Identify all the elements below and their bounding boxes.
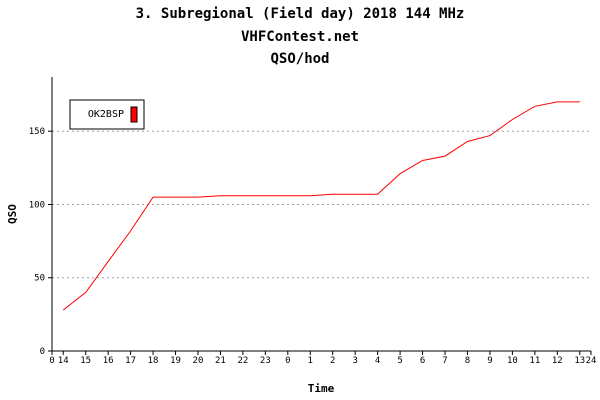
series-layer xyxy=(62,101,580,311)
x-tick-label: 5 xyxy=(397,356,402,366)
x-tick-label: 15 xyxy=(80,356,91,366)
x-axis-title: Time xyxy=(308,382,335,395)
x-tick-label: 21 xyxy=(215,356,226,366)
chart-unit-label: QSO/hod xyxy=(270,51,330,67)
x-tick-label: 7 xyxy=(442,356,447,366)
x-tick-label: 18 xyxy=(148,356,159,366)
y-axis-title: QSO xyxy=(6,204,19,224)
x-tick-label: 19 xyxy=(170,356,181,366)
x-tick-label: 6 xyxy=(420,356,425,366)
y-tick-label: 0 xyxy=(40,347,45,357)
x-tick-label: 23 xyxy=(260,356,271,366)
y-tick-label: 50 xyxy=(34,274,45,284)
x-tick-label: 16 xyxy=(103,356,114,366)
x-tick-label: 8 xyxy=(465,356,470,366)
x-tick-label: 9 xyxy=(487,356,492,366)
grid-lines xyxy=(52,130,591,279)
y-tick-label: 150 xyxy=(29,127,45,137)
x-tick-label: 1 xyxy=(308,356,313,366)
x-tick-labels: 0 14 15 16 17 18 19 20 21 22 23 0 1 2 3 4 5 6 7 8 9 10 11 12 13 2… xyxy=(49,351,596,366)
legend-color-swatch xyxy=(130,106,138,123)
x-tick-label: 10 xyxy=(507,356,518,366)
x-tick-label: 3 xyxy=(352,356,357,366)
x-tick-label: 12 xyxy=(552,356,563,366)
x-tick-label: 11 xyxy=(529,356,540,366)
y-tick-labels: 0 50 100 150 xyxy=(29,127,52,357)
legend: OK2BSP xyxy=(69,99,145,130)
x-tick-label: 2 xyxy=(330,356,335,366)
axes xyxy=(51,77,591,352)
x-tick-label: 0 xyxy=(285,356,290,366)
chart-subtitle: VHFContest.net xyxy=(240,29,359,45)
x-tick-label: 0 xyxy=(49,356,54,366)
x-tick-label: 20 xyxy=(193,356,204,366)
x-tick-label: 4 xyxy=(375,356,380,366)
chart-title: 3. Subregional (Field day) 2018 144 MHz xyxy=(135,6,465,22)
series-line-ok2bsp xyxy=(62,101,580,311)
legend-entry-label: OK2BSP xyxy=(88,109,124,120)
x-tick-label: 22 xyxy=(237,356,248,366)
x-tick-label: 24 xyxy=(586,356,597,366)
x-tick-label: 17 xyxy=(125,356,136,366)
x-tick-label: 13 xyxy=(574,356,585,366)
x-tick-label: 14 xyxy=(58,356,69,366)
y-tick-label: 100 xyxy=(29,200,45,210)
